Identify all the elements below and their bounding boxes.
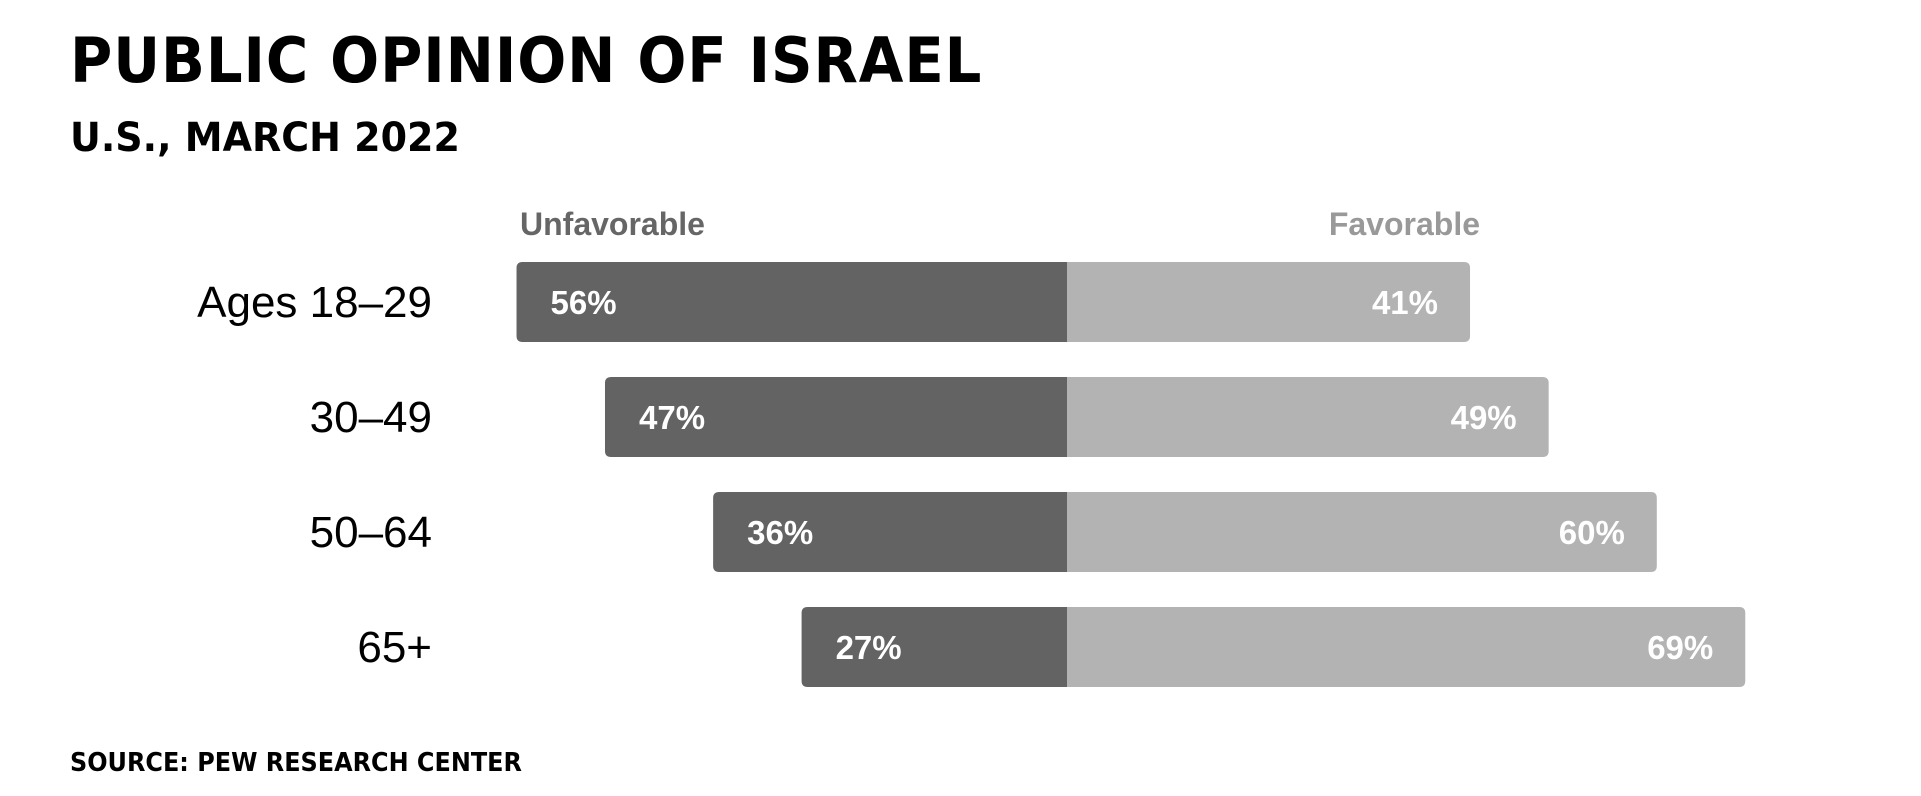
unfavorable-bar — [713, 492, 1067, 572]
favorable-bar — [1067, 262, 1471, 342]
unfavorable-value-label: 27% — [836, 629, 902, 666]
favorable-value-label: 49% — [1451, 399, 1517, 436]
category-label: 50–64 — [310, 508, 432, 557]
legend-favorable: Favorable — [1329, 206, 1480, 242]
favorable-bar — [1067, 492, 1657, 572]
category-label: Ages 18–29 — [197, 278, 432, 327]
favorable-value-label: 60% — [1559, 514, 1625, 551]
unfavorable-value-label: 36% — [747, 514, 813, 551]
favorable-value-label: 69% — [1647, 629, 1713, 666]
favorable-value-label: 41% — [1372, 284, 1438, 321]
unfavorable-value-label: 47% — [639, 399, 705, 436]
source-note: SOURCE: PEW RESEARCH CENTER — [70, 748, 522, 778]
favorable-bar — [1067, 377, 1549, 457]
favorable-bar — [1067, 607, 1746, 687]
unfavorable-bar — [801, 607, 1067, 687]
unfavorable-bar — [516, 262, 1067, 342]
category-label: 30–49 — [310, 393, 432, 442]
legend-unfavorable: Unfavorable — [520, 206, 705, 242]
chart-title: PUBLIC OPINION OF ISRAEL — [70, 24, 983, 97]
chart-subtitle: U.S., MARCH 2022 — [70, 115, 460, 161]
category-label: 65+ — [357, 623, 432, 672]
unfavorable-value-label: 56% — [551, 284, 617, 321]
unfavorable-bar — [604, 377, 1067, 457]
bars-group: Ages 18–29 56% 41% 30–49 47% 49% 50–64 36% 60% 65… — [197, 262, 1746, 687]
